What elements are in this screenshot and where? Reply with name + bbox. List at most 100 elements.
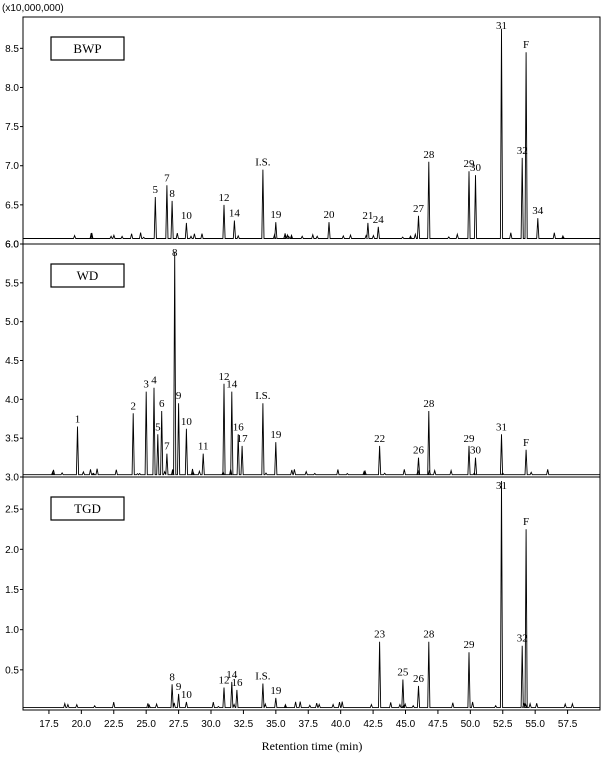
peak-label: 26 [413,673,425,685]
x-tick-label: 37.5 [299,719,319,730]
x-tick-label: 50.0 [461,719,481,730]
y-tick-label: 7.5 [5,122,19,133]
x-tick-label: 42.5 [363,719,383,730]
x-tick-label: 57.5 [558,719,578,730]
peak-label: 4 [151,375,157,387]
y-tick-label: 3.5 [5,434,19,445]
x-tick-label: 40.0 [331,719,351,730]
peak-label: 28 [423,398,435,410]
y-tick-label: 5.5 [5,278,19,289]
peak-label: 22 [374,433,385,445]
peak-label: 14 [226,669,238,681]
chromatogram-trace [23,28,600,239]
peak-label: 10 [181,689,193,701]
peak-label: 5 [153,184,159,196]
x-tick-label: 27.5 [169,719,189,730]
peak-label: 32 [517,633,528,645]
peak-label: 27 [413,203,425,215]
x-tick-label: 45.0 [396,719,416,730]
y-tick-label: 4.5 [5,356,19,367]
peak-label: 34 [532,205,544,217]
peak-label: 19 [270,209,282,221]
peak-label: 29 [464,639,476,651]
peak-label: 16 [233,421,245,433]
panel-frame [22,476,601,711]
x-tick-label: 32.5 [234,719,254,730]
peak-label: 21 [362,210,373,222]
x-tick-label: 25.0 [136,719,156,730]
y-tick-label: 1.0 [5,625,19,636]
y-tick-label: 4.0 [5,395,19,406]
x-tick-label: 55.0 [525,719,545,730]
y-tick-label: 6.0 [5,240,19,251]
peak-label: 31 [496,421,507,433]
y-tick-label: 6.0 [5,240,19,251]
x-tick-label: 52.5 [493,719,513,730]
peak-label: 10 [181,416,193,428]
x-axis: 17.5 20.0 22.5 25.0 27.5 30.0 32.5 35.0 37.5 40.0… [39,710,578,730]
peak-label: 19 [270,685,282,697]
peak-label: 23 [374,629,386,641]
y-tick-label: 5.0 [5,317,19,328]
x-tick-label: 47.5 [428,719,448,730]
peak-label: 31 [496,20,507,32]
y-tick-label: 2.0 [5,545,19,556]
sample-name-box [50,263,125,288]
peak-label: 30 [470,162,482,174]
peak-label: 29 [464,433,476,445]
peak-label: 1 [75,414,81,426]
sample-name-box [50,36,125,61]
peak-label: I.S. [255,157,271,169]
peak-label: 24 [373,214,385,226]
peak-label: 29 [464,158,476,170]
x-tick-label: 30.0 [201,719,221,730]
x-tick-label: 17.5 [39,719,59,730]
peak-label: 7 [164,172,170,184]
x-axis-title: Retention time (min) [262,739,363,753]
peak-label: 8 [172,247,178,259]
sample-name: TGD [74,501,101,516]
x-tick-label: 22.5 [104,719,124,730]
peak-label: 12 [218,371,229,383]
peak-label: 8 [169,188,175,200]
peak-label: 32 [517,145,528,157]
peak-label: F [523,437,529,449]
x-tick-label: 35.0 [266,719,286,730]
peak-label: 16 [231,677,243,689]
peak-label: 14 [229,208,241,220]
x-tick-label: 20.0 [72,719,92,730]
peak-label: 9 [176,390,182,402]
peak-label: 12 [218,192,229,204]
peak-label: 14 [226,379,238,391]
peak-label: 9 [176,681,182,693]
chromatogram-trace [23,480,600,709]
peak-label: 26 [413,445,425,457]
peak-label: 30 [470,445,482,457]
y-unit-label: (x10,000,000) [2,3,64,14]
y-tick-label: 2.5 [5,505,19,516]
peak-label: 8 [169,671,175,683]
peak-label: 12 [218,675,229,687]
peak-label: 11 [198,441,209,453]
peak-label: 31 [496,480,507,492]
sample-name: BWP [73,41,101,56]
peak-label: 5 [155,421,161,433]
y-tick-label: 3.0 [5,473,19,484]
sample-name: WD [77,268,99,283]
chromatogram-trace [23,251,600,476]
y-tick-label: 6.5 [5,200,19,211]
peak-label: 7 [164,441,170,453]
peak-label: F [523,516,529,528]
y-tick-label: 1.5 [5,585,19,596]
peak-label: F [523,39,529,51]
peak-label: 20 [324,209,336,221]
y-tick-label: 8.0 [5,83,19,94]
peak-label: I.S. [255,390,271,402]
sample-name-box [50,496,125,521]
peak-label: I.S. [255,670,271,682]
peak-label: 19 [270,429,282,441]
